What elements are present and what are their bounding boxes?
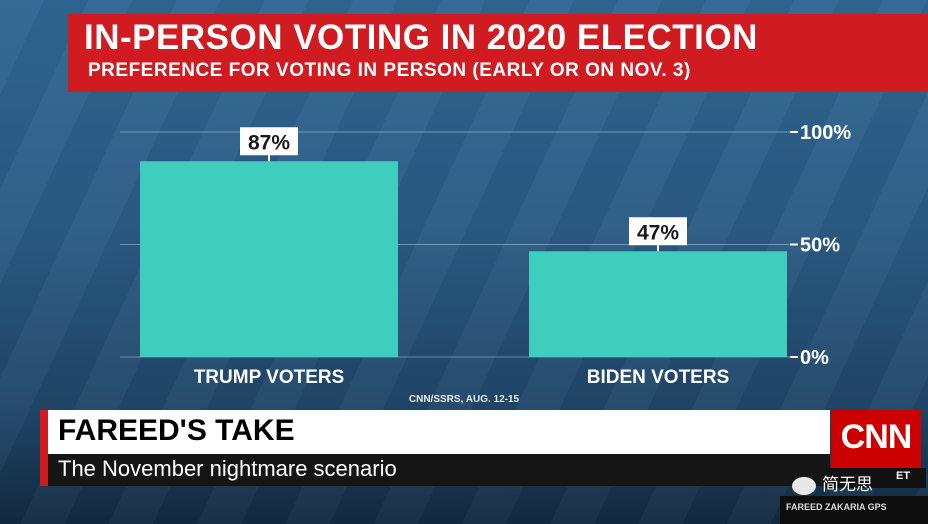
chart-title: IN-PERSON VOTING IN 2020 ELECTION xyxy=(84,18,758,57)
show-name: FAREED ZAKARIA GPS xyxy=(786,502,887,512)
lower-third-tagline-accent xyxy=(40,454,48,486)
lower-third-title: FAREED'S TAKE xyxy=(58,414,295,447)
lower-third-tagline-bar xyxy=(40,454,830,486)
watermark-text: 简无思 xyxy=(822,475,873,494)
lower-third-accent xyxy=(40,410,48,454)
lower-third-title-bar xyxy=(40,410,830,454)
x-category-label: TRUMP VOTERS xyxy=(194,367,345,388)
data-label-box xyxy=(240,127,298,156)
bar xyxy=(140,161,398,357)
data-label: 47% xyxy=(637,221,679,244)
y-tick-label: 50% xyxy=(800,235,840,257)
data-label-box xyxy=(629,217,687,246)
show-name-bar xyxy=(780,496,928,524)
clock-bar xyxy=(826,468,926,488)
y-tick-label: 0% xyxy=(800,347,829,369)
lower-third-tagline: The November nightmare scenario xyxy=(58,456,397,481)
title-banner xyxy=(68,14,928,92)
time-zone-label: ET xyxy=(896,470,911,482)
source-note: CNN/SSRS, AUG. 12-15 xyxy=(409,394,520,405)
cnn-logo-box xyxy=(831,410,921,468)
chart-subtitle: PREFERENCE FOR VOTING IN PERSON (EARLY O… xyxy=(88,60,691,81)
y-tick-label: 100% xyxy=(800,122,851,144)
watermark: 简无思 xyxy=(792,470,873,495)
cnn-logo: CNN xyxy=(840,418,913,456)
bar xyxy=(529,251,787,357)
x-category-label: BIDEN VOTERS xyxy=(587,367,730,388)
data-label: 87% xyxy=(248,131,290,154)
wechat-icon xyxy=(792,476,816,495)
